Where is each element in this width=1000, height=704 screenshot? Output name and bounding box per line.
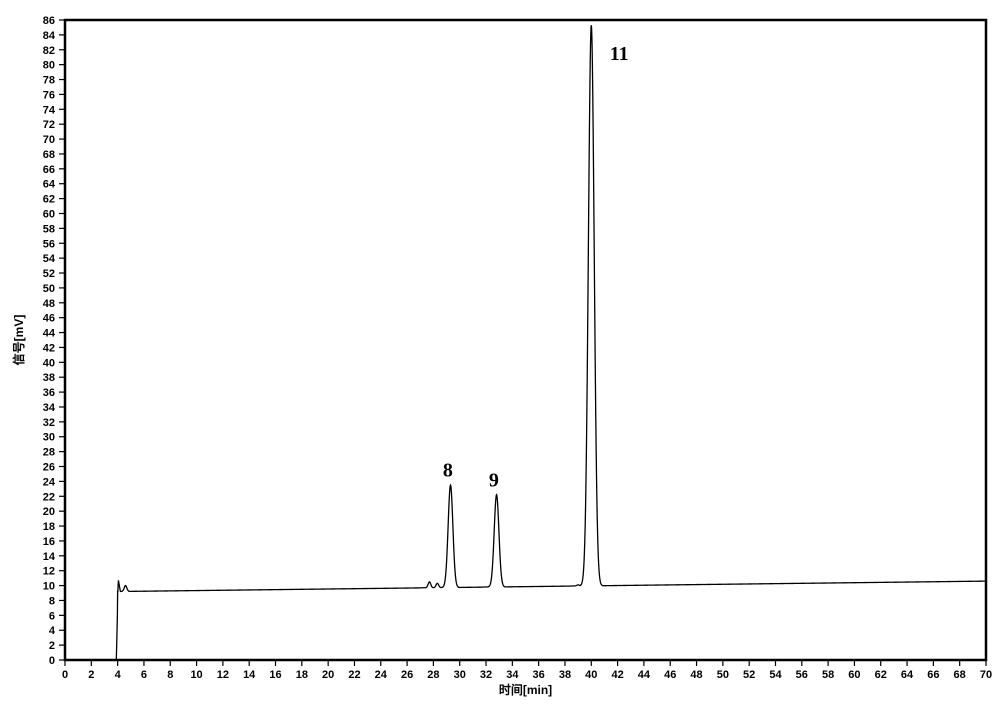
y-tick-label: 60 [43, 208, 55, 220]
y-tick-label: 62 [43, 194, 55, 206]
y-tick-label: 86 [43, 15, 55, 27]
x-tick-label: 54 [769, 669, 782, 681]
y-tick-label: 48 [43, 298, 55, 310]
peak-label: 9 [489, 469, 499, 491]
x-tick-label: 10 [190, 669, 202, 681]
y-tick-label: 56 [43, 238, 55, 250]
x-tick-label: 44 [638, 669, 651, 681]
y-tick-label: 76 [43, 89, 55, 101]
y-tick-label: 80 [43, 60, 55, 72]
y-tick-label: 42 [43, 342, 55, 354]
y-axis-label: 信号[mV] [11, 315, 26, 366]
x-tick-label: 26 [401, 669, 413, 681]
y-tick-label: 54 [43, 253, 56, 265]
x-tick-label: 64 [901, 669, 914, 681]
x-tick-label: 32 [480, 669, 492, 681]
y-tick-label: 74 [43, 104, 56, 116]
y-tick-label: 18 [43, 521, 55, 533]
y-tick-label: 84 [43, 30, 56, 42]
y-tick-label: 38 [43, 372, 55, 384]
y-tick-label: 58 [43, 223, 55, 235]
y-tick-label: 22 [43, 491, 55, 503]
y-tick-label: 52 [43, 268, 55, 280]
y-tick-label: 12 [43, 566, 55, 578]
x-tick-label: 0 [62, 669, 68, 681]
y-tick-label: 78 [43, 75, 55, 87]
x-tick-label: 24 [375, 669, 388, 681]
y-tick-label: 50 [43, 283, 55, 295]
x-tick-label: 12 [217, 669, 229, 681]
x-tick-label: 56 [796, 669, 808, 681]
x-tick-label: 22 [348, 669, 360, 681]
y-tick-label: 72 [43, 119, 55, 131]
x-tick-label: 50 [717, 669, 729, 681]
x-tick-label: 16 [269, 669, 281, 681]
y-tick-label: 34 [43, 402, 56, 414]
x-tick-label: 52 [743, 669, 755, 681]
x-tick-label: 66 [927, 669, 939, 681]
peak-label: 8 [443, 460, 453, 482]
y-tick-label: 16 [43, 536, 55, 548]
y-tick-label: 66 [43, 164, 55, 176]
y-tick-label: 64 [43, 179, 56, 191]
peak-label: 11 [610, 43, 629, 65]
y-tick-label: 40 [43, 357, 55, 369]
y-tick-label: 44 [43, 328, 56, 340]
y-tick-label: 2 [49, 640, 55, 652]
x-axis-label: 时间[min] [499, 682, 552, 697]
x-tick-label: 58 [822, 669, 834, 681]
y-tick-label: 68 [43, 149, 55, 161]
x-tick-label: 34 [506, 669, 519, 681]
x-tick-label: 4 [115, 669, 122, 681]
y-tick-label: 70 [43, 134, 55, 146]
x-tick-label: 2 [88, 669, 94, 681]
x-tick-label: 30 [454, 669, 466, 681]
y-tick-label: 8 [49, 595, 55, 607]
y-tick-label: 14 [43, 551, 56, 563]
x-tick-label: 40 [585, 669, 597, 681]
x-tick-label: 38 [559, 669, 571, 681]
x-tick-label: 36 [533, 669, 545, 681]
y-tick-label: 0 [49, 655, 55, 667]
x-tick-label: 48 [690, 669, 702, 681]
y-tick-label: 46 [43, 313, 55, 325]
x-tick-label: 18 [296, 669, 308, 681]
x-tick-label: 8 [167, 669, 173, 681]
y-tick-label: 24 [43, 476, 56, 488]
y-tick-label: 36 [43, 387, 55, 399]
y-tick-label: 4 [49, 625, 56, 637]
x-tick-label: 60 [848, 669, 860, 681]
y-tick-label: 10 [43, 581, 55, 593]
x-tick-label: 6 [141, 669, 147, 681]
y-tick-label: 28 [43, 447, 55, 459]
x-tick-label: 42 [611, 669, 623, 681]
y-tick-label: 32 [43, 417, 55, 429]
x-tick-label: 46 [664, 669, 676, 681]
x-tick-label: 68 [954, 669, 966, 681]
x-tick-label: 20 [322, 669, 334, 681]
y-tick-label: 20 [43, 506, 55, 518]
y-tick-label: 82 [43, 45, 55, 57]
y-tick-label: 6 [49, 610, 55, 622]
x-tick-label: 28 [427, 669, 439, 681]
y-tick-label: 26 [43, 462, 55, 474]
y-tick-label: 30 [43, 432, 55, 444]
x-tick-label: 14 [243, 669, 256, 681]
x-tick-label: 70 [980, 669, 992, 681]
x-tick-label: 62 [875, 669, 887, 681]
